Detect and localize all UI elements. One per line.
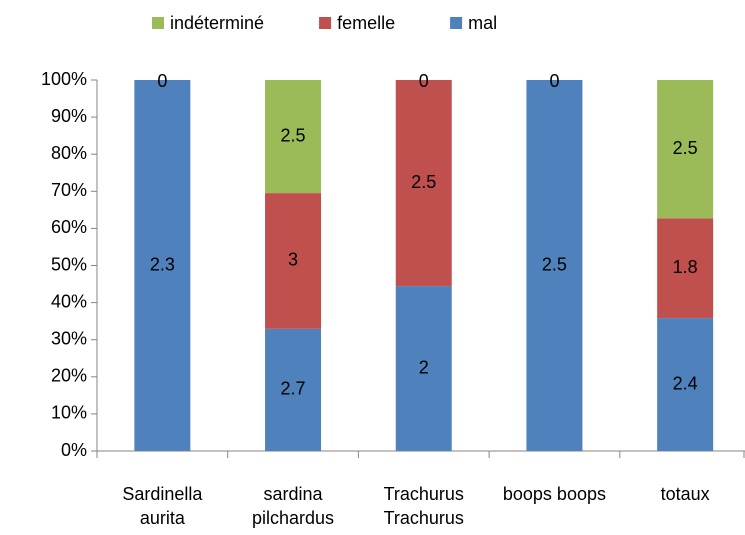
data-label: 1.8 (673, 257, 698, 277)
bar-segment (395, 286, 452, 451)
legend-label: indéterminé (170, 13, 264, 33)
data-label: 2.5 (542, 254, 567, 274)
x-tick-label: Sardinella aurita (122, 484, 203, 528)
y-tick-label: 10% (51, 403, 87, 423)
data-label: 0 (549, 71, 559, 91)
x-tick-label: Trachurus Trachurus (383, 484, 464, 528)
y-tick-label: 80% (51, 143, 87, 163)
y-tick-label: 100% (41, 69, 87, 89)
bar-segment (134, 80, 191, 451)
data-label: 2.5 (411, 172, 436, 192)
legend-swatch (319, 17, 332, 29)
y-tick-label: 0% (61, 440, 87, 460)
bar-segment (265, 328, 322, 451)
x-tick-label: totaux (660, 484, 710, 504)
legend-swatch (450, 17, 463, 29)
data-label: 2 (419, 357, 429, 377)
data-label: 2.4 (673, 373, 698, 393)
y-tick-label: 30% (51, 328, 87, 348)
legend-label: femelle (337, 13, 395, 33)
data-label: 2.7 (281, 379, 306, 399)
data-label: 3 (288, 250, 298, 270)
y-tick-label: 40% (51, 291, 87, 311)
bar-segment (526, 80, 583, 451)
bar-segment (657, 218, 714, 319)
data-label: 0 (419, 71, 429, 91)
bar-segment (657, 80, 714, 219)
legend-swatch (152, 17, 164, 29)
bar-segment (265, 80, 322, 194)
y-tick-label: 50% (51, 254, 87, 274)
legend-label: mal (468, 13, 497, 33)
data-label: 0 (157, 71, 167, 91)
y-tick-label: 60% (51, 217, 87, 237)
data-label: 2.5 (673, 138, 698, 158)
bar-segment (657, 318, 714, 451)
bar-segment (395, 80, 452, 287)
y-tick-label: 90% (51, 106, 87, 126)
x-tick-label: sardina pilchardus (252, 484, 335, 528)
x-tick-label: boops boops (502, 484, 606, 504)
y-tick-label: 20% (51, 366, 87, 386)
y-tick-label: 70% (51, 180, 87, 200)
data-label: 2.5 (281, 125, 306, 145)
data-label: 2.3 (150, 254, 175, 274)
bar-segment (265, 193, 322, 329)
